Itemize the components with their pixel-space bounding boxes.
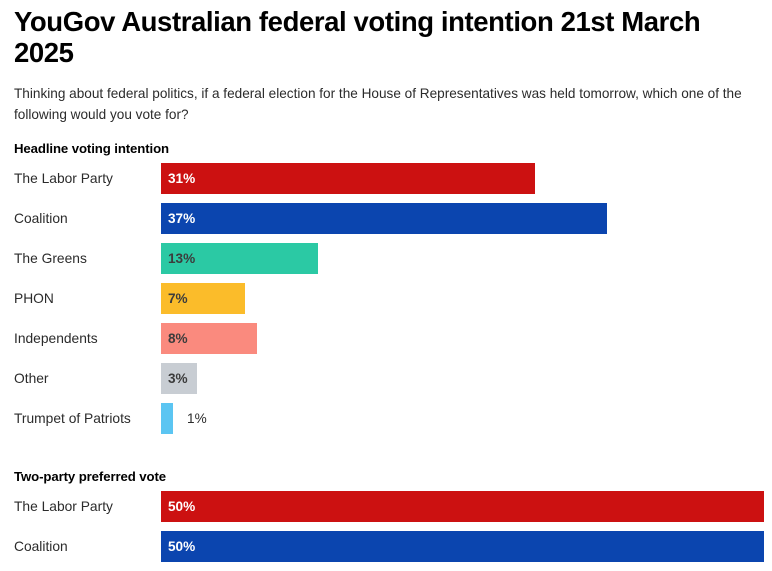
bar: 8% [161, 323, 258, 355]
bar-row: The Greens 13% [14, 243, 764, 283]
bar-category-label: Coalition [14, 211, 68, 227]
bar: 37% [161, 203, 608, 235]
bar [161, 403, 174, 435]
bar-value-label: 3% [168, 371, 188, 387]
bar-value-label: 37% [168, 211, 196, 227]
bar-category-label: The Labor Party [14, 499, 113, 515]
bar-track: 3% [161, 363, 764, 395]
section-headline-voting-intention: Headline voting intention The Labor Part… [14, 141, 764, 443]
bar-track: 50% [161, 531, 764, 563]
bar: 31% [161, 163, 535, 195]
bar-track: 50% [161, 491, 764, 523]
bar-category-label: Coalition [14, 539, 68, 555]
bar-value-label: 8% [168, 331, 188, 347]
bar-category-label: The Greens [14, 251, 87, 267]
page-title: YouGov Australian federal voting intenti… [14, 6, 701, 69]
bar-category-label: Other [14, 371, 49, 387]
bar: 50% [161, 491, 764, 523]
bar-row: The Labor Party 50% [14, 491, 764, 531]
chart-subtitle: Thinking about federal politics, if a fe… [14, 86, 742, 122]
bar: 3% [161, 363, 198, 395]
bar-track: 1% [161, 403, 764, 435]
bar-value-label: 13% [168, 251, 196, 267]
bar-row: Coalition 50% [14, 531, 764, 571]
bar: 13% [161, 243, 318, 275]
bar-value-label: 1% [187, 411, 207, 427]
bar-category-label: The Labor Party [14, 171, 113, 187]
bar-row: Trumpet of Patriots 1% [14, 403, 764, 443]
bar: 50% [161, 531, 764, 563]
bar-chart-headline: The Labor Party 31% Coalition 37% The Greens… [14, 163, 764, 443]
bar-chart-two-party: The Labor Party 50% Coalition 50% [14, 491, 764, 571]
bar-category-label: PHON [14, 291, 54, 307]
bar-track: 31% [161, 163, 764, 195]
bar-row: The Labor Party 31% [14, 163, 764, 203]
section-heading-headline: Headline voting intention [14, 141, 170, 157]
bar-value-label: 50% [168, 499, 196, 515]
bar-row: PHON 7% [14, 283, 764, 323]
bar: 7% [161, 283, 246, 315]
bar-row: Coalition 37% [14, 203, 764, 243]
bar-value-label: 50% [168, 539, 196, 555]
bar-row: Other 3% [14, 363, 764, 403]
bar-value-label: 31% [168, 171, 196, 187]
bar-track: 13% [161, 243, 764, 275]
section-two-party-preferred: Two-party preferred vote The Labor Party… [14, 469, 764, 571]
bar-track: 7% [161, 283, 764, 315]
bar-value-label: 7% [168, 291, 188, 307]
bar-track: 37% [161, 203, 764, 235]
section-heading-two-party: Two-party preferred vote [14, 469, 166, 485]
bar-category-label: Trumpet of Patriots [14, 411, 131, 427]
bar-track: 8% [161, 323, 764, 355]
bar-row: Independents 8% [14, 323, 764, 363]
bar-category-label: Independents [14, 331, 98, 347]
